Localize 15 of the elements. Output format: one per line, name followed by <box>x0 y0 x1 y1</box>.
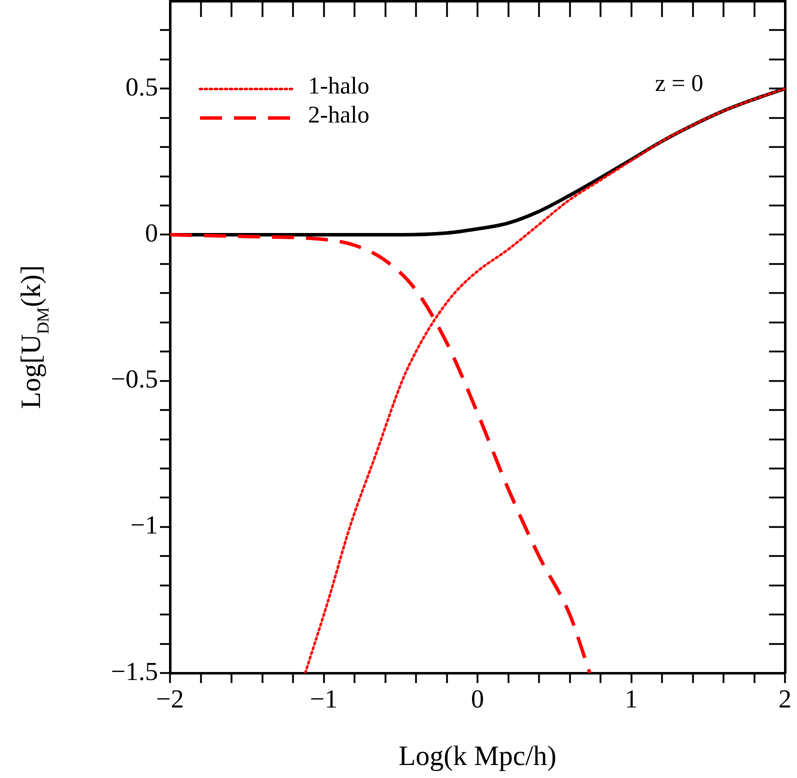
x-tick-label: 1 <box>624 684 638 714</box>
annotation: z = 0 <box>655 71 704 97</box>
y-tick-label: 0.5 <box>126 72 158 102</box>
y-tick-label: −0.5 <box>110 364 158 394</box>
legend-label: 2-halo <box>308 102 370 128</box>
y-tick-label: −1 <box>130 510 158 540</box>
x-tick-label: −2 <box>156 684 184 714</box>
x-axis-title: Log(k Mpc/h) <box>398 741 556 772</box>
y-axis-title: Log[UDM(k)] <box>16 265 52 409</box>
x-tick-label: −1 <box>310 684 338 714</box>
y-tick-label: −1.5 <box>110 656 158 686</box>
y-tick-label: 0 <box>145 218 158 248</box>
x-tick-label: 2 <box>778 684 792 714</box>
legend-label: 1-halo <box>308 73 370 100</box>
x-tick-label: 0 <box>471 684 484 714</box>
